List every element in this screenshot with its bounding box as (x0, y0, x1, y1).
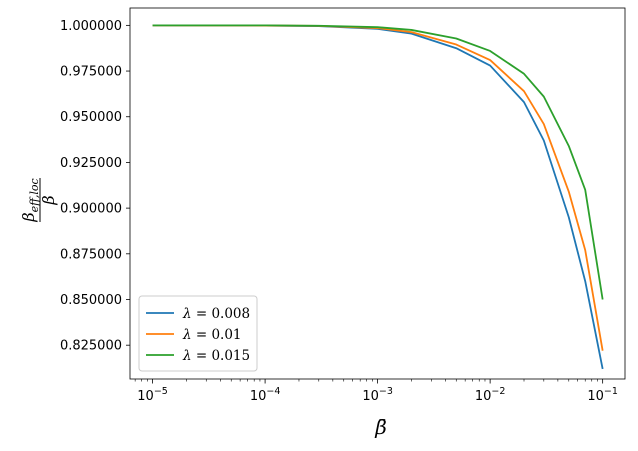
y-tick-label: 0.900000 (60, 202, 122, 217)
x-tick-base: 10 (587, 389, 604, 404)
legend-label-2: λ = 0.015 (182, 348, 250, 364)
y-tick-label: 0.875000 (60, 247, 122, 262)
y-tick-label: 1.000000 (60, 19, 122, 34)
x-tick-exponent: −1 (604, 386, 618, 397)
legend-lambda-symbol: λ (182, 306, 192, 322)
y-tick-label: 0.975000 (60, 65, 122, 80)
x-tick-base: 10 (137, 389, 154, 404)
x-tick-label: 10−2 (475, 386, 506, 404)
x-tick-exponent: −2 (491, 386, 505, 397)
y-axis-label: βeff,loc β (19, 178, 58, 223)
y-axis-label-numerator: β (19, 212, 38, 222)
legend-lambda-value: = 0.015 (192, 348, 251, 364)
series-line-2 (152, 24, 604, 300)
x-tick-label: 10−4 (250, 386, 281, 404)
y-axis-label-denominator: β (39, 195, 58, 205)
svg-text:βeff,loc: βeff,loc (19, 178, 41, 222)
x-axis: 10−5 10−4 10−3 10−2 10−1 (134, 379, 618, 404)
y-tick-label: 0.925000 (60, 156, 122, 171)
legend-box (138, 295, 258, 372)
legend-lambda-symbol: λ (182, 348, 192, 364)
x-tick-exponent: −5 (154, 386, 168, 397)
plot-lines (152, 24, 604, 370)
x-tick-exponent: −3 (379, 386, 393, 397)
legend-lambda-value: = 0.008 (192, 306, 251, 322)
y-tick-label: 0.950000 (60, 110, 122, 125)
y-axis-label-subscript: eff,loc (28, 178, 41, 212)
x-axis-label: β̄ (374, 415, 387, 439)
x-tick-label: 10−5 (137, 386, 168, 404)
x-tick-base: 10 (250, 389, 267, 404)
y-tick-label: 0.850000 (60, 293, 122, 308)
legend-label-0: λ = 0.008 (182, 306, 250, 322)
x-tick-label: 10−1 (587, 386, 618, 404)
x-tick-label: 10−3 (362, 386, 393, 404)
legend-lambda-symbol: λ (182, 327, 192, 343)
y-axis: 0.825000 0.850000 0.875000 0.900000 0.925000… (60, 19, 130, 354)
x-tick-base: 10 (475, 389, 492, 404)
legend-lambda-value: = 0.01 (192, 327, 242, 343)
y-tick-label: 0.825000 (60, 339, 122, 354)
x-tick-base: 10 (362, 389, 379, 404)
legend-label-1: λ = 0.01 (182, 327, 242, 343)
x-tick-exponent: −4 (266, 386, 280, 397)
